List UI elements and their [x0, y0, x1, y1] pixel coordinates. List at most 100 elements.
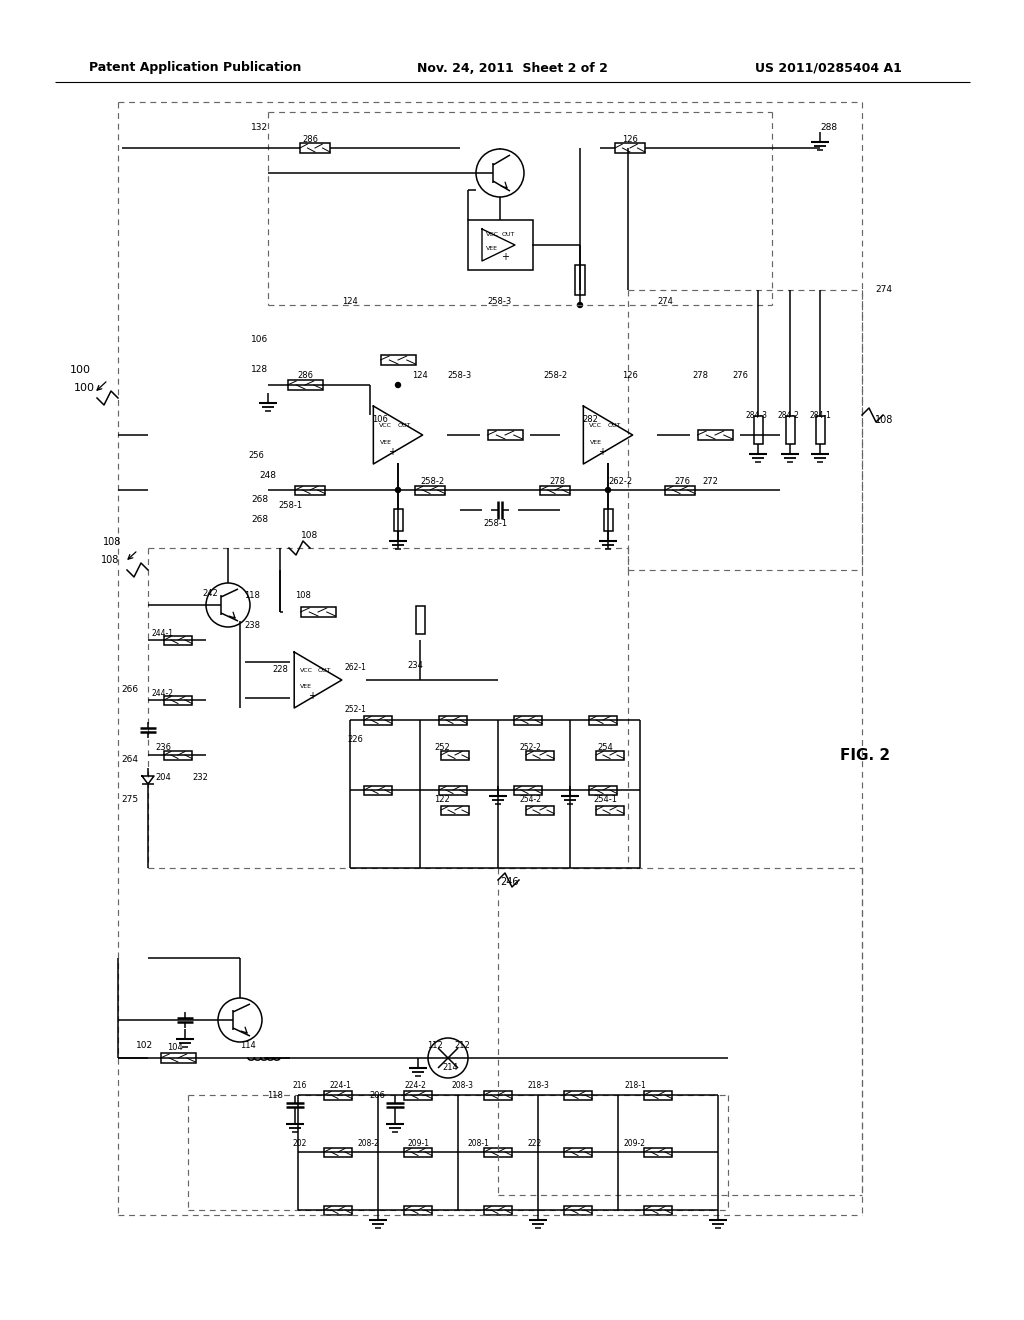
Bar [441, 751, 469, 759]
Bar [288, 380, 323, 389]
Text: 100: 100 [74, 383, 94, 393]
Text: 224-1: 224-1 [329, 1081, 351, 1089]
Text: 238: 238 [244, 620, 260, 630]
Bar [697, 430, 732, 440]
Text: Nov. 24, 2011  Sheet 2 of 2: Nov. 24, 2011 Sheet 2 of 2 [417, 62, 607, 74]
Bar [644, 1205, 672, 1214]
Text: +: + [501, 252, 509, 261]
Text: 258-2: 258-2 [543, 371, 567, 380]
Text: 282: 282 [582, 416, 598, 425]
Text: 258-2: 258-2 [420, 478, 444, 487]
Bar [364, 715, 392, 725]
Text: 254: 254 [597, 743, 613, 752]
Text: 258-3: 258-3 [447, 371, 472, 380]
Bar [393, 510, 402, 531]
Bar [441, 805, 469, 814]
Text: 208-3: 208-3 [451, 1081, 473, 1089]
Text: 212: 212 [454, 1041, 470, 1051]
Bar [615, 143, 645, 153]
Bar [564, 1147, 592, 1156]
Bar [644, 1090, 672, 1100]
Bar [589, 785, 617, 795]
Text: +: + [598, 446, 606, 457]
Text: 276: 276 [732, 371, 748, 380]
Text: 118: 118 [244, 591, 260, 601]
Text: 254-1: 254-1 [593, 796, 617, 804]
Text: 209-1: 209-1 [407, 1138, 429, 1147]
Bar [300, 143, 330, 153]
Bar [754, 416, 763, 444]
Text: 258-1: 258-1 [483, 519, 507, 528]
Bar [596, 751, 624, 759]
Bar [416, 606, 425, 634]
Text: VEE: VEE [486, 246, 498, 251]
Text: OUT: OUT [607, 422, 621, 428]
Bar [404, 1090, 432, 1100]
Text: OUT: OUT [397, 422, 411, 428]
Text: 268: 268 [251, 495, 268, 504]
Bar [295, 486, 325, 495]
Text: 284-1: 284-1 [809, 411, 830, 420]
Bar [468, 220, 532, 271]
Bar [575, 265, 585, 294]
Bar [324, 1147, 352, 1156]
Text: 275: 275 [121, 796, 138, 804]
Circle shape [395, 487, 400, 492]
Bar [381, 355, 416, 366]
Bar [564, 1205, 592, 1214]
Bar [526, 751, 554, 759]
Bar [644, 1147, 672, 1156]
Text: 256: 256 [248, 451, 264, 461]
Text: 108: 108 [100, 554, 119, 565]
Text: 274: 274 [874, 285, 892, 294]
Text: 252-2: 252-2 [519, 743, 541, 752]
Text: 248: 248 [259, 470, 276, 479]
Text: 208-1: 208-1 [467, 1138, 488, 1147]
Bar [300, 607, 336, 616]
Text: VCC: VCC [300, 668, 312, 673]
Text: VEE: VEE [380, 440, 391, 445]
Text: +: + [308, 690, 316, 701]
Text: 222: 222 [528, 1138, 542, 1147]
Bar [404, 1205, 432, 1214]
Text: VEE: VEE [300, 685, 312, 689]
Text: 288: 288 [820, 124, 838, 132]
Text: +: + [388, 446, 396, 457]
Text: 216: 216 [293, 1081, 307, 1089]
Bar [540, 486, 570, 495]
Bar [514, 785, 542, 795]
Circle shape [605, 487, 610, 492]
Bar [665, 486, 695, 495]
Text: OUT: OUT [317, 668, 331, 673]
Text: 100: 100 [70, 366, 90, 375]
Text: 102: 102 [136, 1040, 153, 1049]
Text: VEE: VEE [590, 440, 602, 445]
Text: 208-2: 208-2 [357, 1138, 379, 1147]
Text: 118: 118 [267, 1090, 283, 1100]
Text: 106: 106 [251, 335, 268, 345]
Bar [324, 1205, 352, 1214]
Text: 106: 106 [372, 416, 388, 425]
Text: 252-1: 252-1 [344, 705, 366, 714]
Text: 268: 268 [251, 516, 268, 524]
Text: 132: 132 [251, 124, 268, 132]
Text: 128: 128 [251, 366, 268, 375]
Bar [484, 1147, 512, 1156]
Text: 284-3: 284-3 [745, 411, 767, 420]
Text: 202: 202 [293, 1138, 307, 1147]
Text: 246: 246 [500, 876, 518, 887]
Text: Patent Application Publication: Patent Application Publication [89, 62, 301, 74]
Bar [484, 1090, 512, 1100]
Bar [564, 1090, 592, 1100]
Text: 262-2: 262-2 [608, 478, 632, 487]
Text: VCC: VCC [485, 232, 499, 238]
Text: 206: 206 [369, 1090, 385, 1100]
Text: 264: 264 [121, 755, 138, 764]
Bar [415, 486, 445, 495]
Text: 104: 104 [167, 1044, 183, 1052]
Text: 232: 232 [193, 774, 208, 783]
Text: 278: 278 [549, 478, 565, 487]
Bar [526, 805, 554, 814]
Text: VCC: VCC [589, 422, 602, 428]
Text: 126: 126 [622, 371, 638, 380]
